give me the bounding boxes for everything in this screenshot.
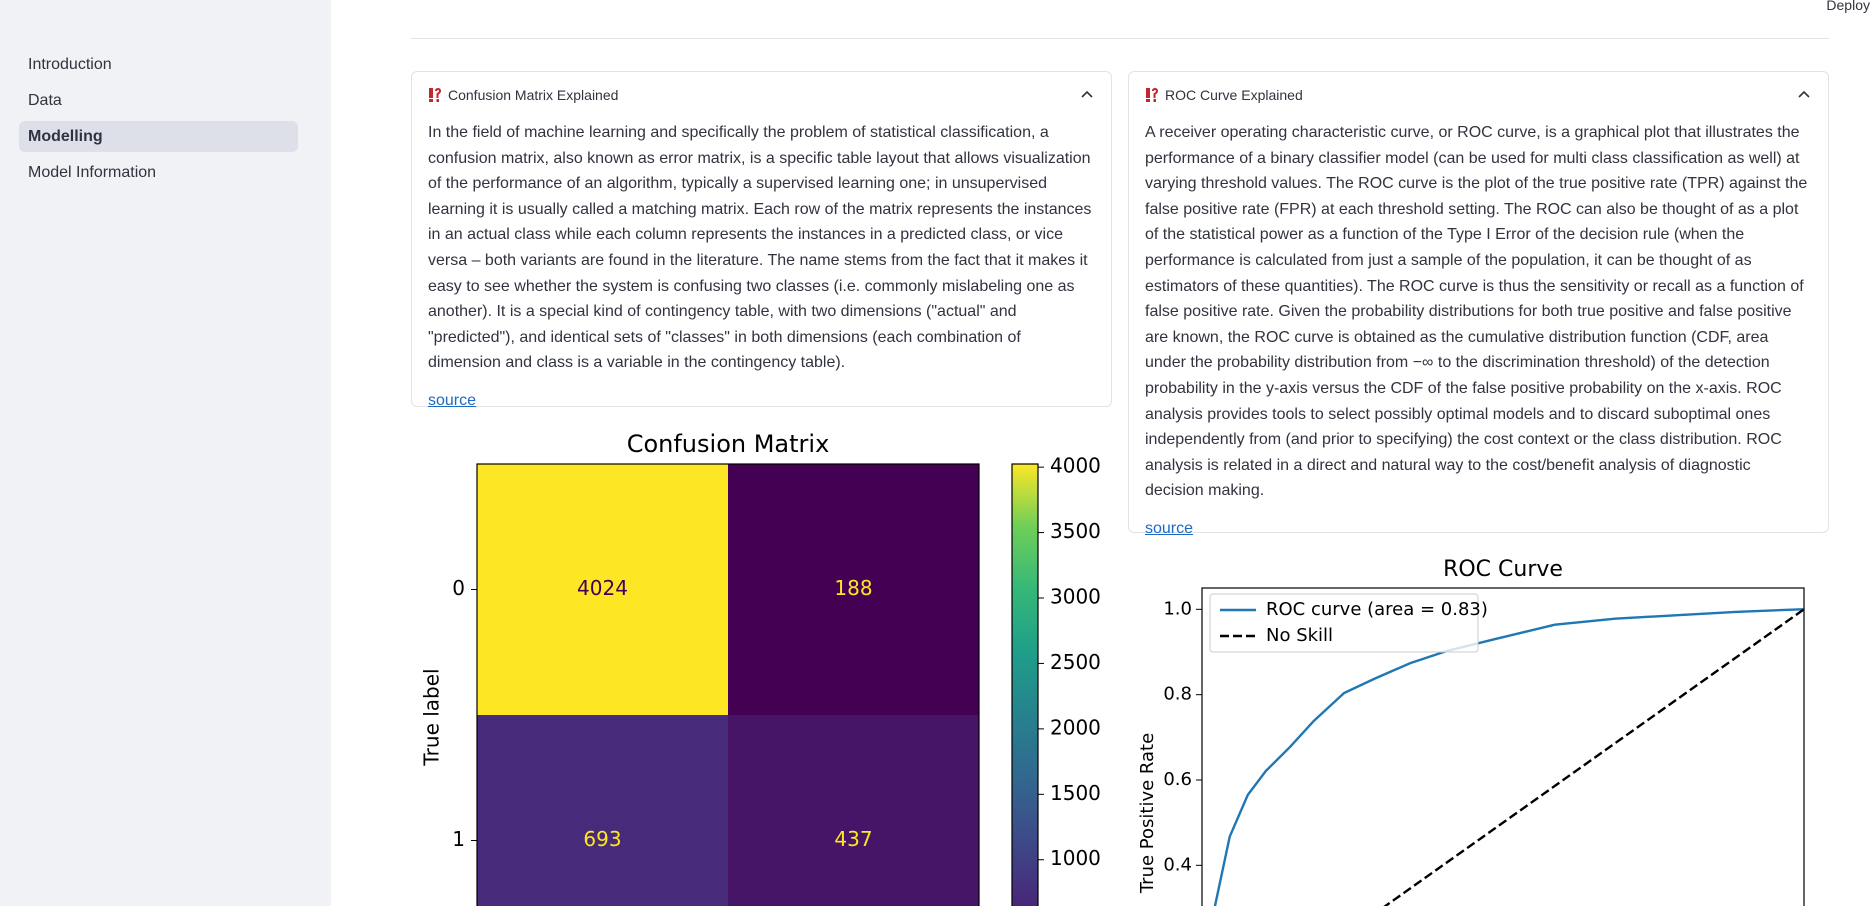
cell-label: 437 bbox=[834, 827, 872, 851]
y-tick-label: 0.4 bbox=[1163, 854, 1192, 875]
heatmap-cell bbox=[728, 715, 979, 906]
nav-item[interactable]: Model Information bbox=[28, 164, 157, 181]
source-link[interactable]: source bbox=[428, 391, 477, 409]
legend-label: No Skill bbox=[1266, 625, 1333, 646]
expander: ROC Curve Explained A receiver operating… bbox=[1128, 71, 1829, 537]
chart-title: Confusion Matrix bbox=[627, 430, 830, 458]
expander-header[interactable]: ROC Curve Explained bbox=[1129, 72, 1828, 118]
colorbar-tick-label: 1500 bbox=[1050, 781, 1101, 805]
chevron[interactable] bbox=[1081, 90, 1093, 98]
expander: Confusion Matrix Explained In the field … bbox=[411, 71, 1112, 409]
y-axis-label: True label bbox=[420, 668, 444, 766]
nav-item-active[interactable]: Modelling bbox=[19, 121, 298, 152]
colorbar-tick-label: 2500 bbox=[1050, 650, 1101, 674]
legend-label: ROC curve (area = 0.83) bbox=[1266, 599, 1488, 620]
colorbar-tick-label: 4000 bbox=[1050, 454, 1101, 478]
y-tick-label: 0 bbox=[452, 576, 465, 600]
y-tick-label: 1 bbox=[452, 827, 465, 851]
series-line bbox=[1213, 608, 1804, 906]
colorbar-tick-label: 2000 bbox=[1050, 715, 1101, 739]
heatmap-cell bbox=[728, 464, 979, 715]
legend-box bbox=[1209, 593, 1479, 653]
y-tick-label: 0.8 bbox=[1163, 684, 1192, 705]
y-axis-label: True Positive Rate bbox=[1137, 733, 1158, 894]
cell-label: 188 bbox=[834, 576, 872, 600]
sidebar: Introduction Data Modelling Model Inform… bbox=[0, 0, 331, 906]
y-tick-label: 1.0 bbox=[1163, 598, 1192, 619]
colorbar bbox=[1011, 463, 1039, 906]
deploy-button[interactable]: Deploy bbox=[1826, 0, 1870, 13]
axes-frame bbox=[476, 463, 980, 906]
colorbar-tick-label: 1000 bbox=[1050, 846, 1101, 870]
cell-label: 693 bbox=[583, 827, 621, 851]
source-link[interactable]: source bbox=[1145, 519, 1194, 537]
axes-frame bbox=[1201, 587, 1805, 906]
nav-item[interactable]: Data bbox=[28, 92, 62, 109]
y-tick-label: 0.6 bbox=[1163, 769, 1192, 790]
expander-title: ROC Curve Explained bbox=[1165, 87, 1303, 103]
heatmap-cell bbox=[477, 464, 728, 715]
colorbar-tick-label: 3000 bbox=[1050, 585, 1101, 609]
chevron[interactable] bbox=[1798, 90, 1810, 98]
nav-item[interactable]: Introduction bbox=[28, 56, 112, 73]
expander-header[interactable]: Confusion Matrix Explained bbox=[412, 72, 1111, 118]
icon bbox=[429, 88, 441, 102]
expander-body: A receiver operating characteristic curv… bbox=[1145, 124, 1808, 500]
expander-title: Confusion Matrix Explained bbox=[448, 87, 619, 103]
colorbar-tick-label: 3500 bbox=[1050, 519, 1101, 543]
chart-title: ROC Curve bbox=[1443, 557, 1563, 582]
divider bbox=[411, 38, 1829, 39]
series-line bbox=[1383, 608, 1804, 906]
cell-label: 4024 bbox=[577, 576, 628, 600]
expander-body: In the field of machine learning and spe… bbox=[428, 124, 1092, 372]
icon bbox=[1146, 88, 1158, 102]
heatmap-cell bbox=[477, 715, 728, 906]
